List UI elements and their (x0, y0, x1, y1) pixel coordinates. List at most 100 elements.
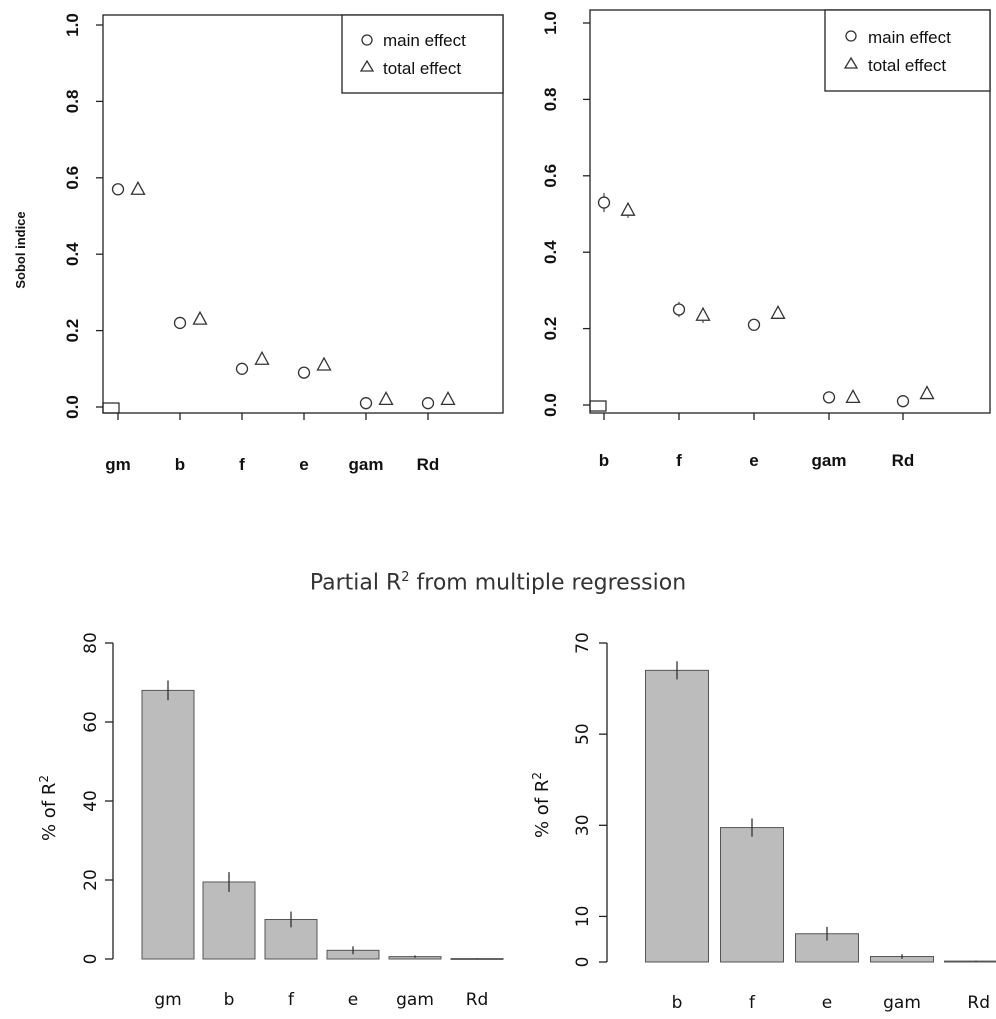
sobol-right-total-effect-point (770, 304, 786, 319)
sobol-left-category-label: f (239, 455, 245, 474)
sobol-left-legend-total: total effect (383, 59, 461, 78)
sobol-left-main-effect-point (111, 183, 125, 196)
r2-right-category-label: Rd (967, 993, 990, 1013)
regression-title-sup: 2 (401, 570, 410, 585)
r2-left-x-axis: gm b f e gam Rd (154, 990, 488, 1010)
regression-title-prefix: Partial R (309, 570, 402, 596)
r2-right-category-label: e (822, 993, 832, 1013)
r2-left-bar (202, 881, 256, 960)
sobol-left-panel: main effect total effect Sobol indice 0.… (13, 13, 504, 474)
sobol-right-category-label: e (749, 451, 758, 470)
sobol-left-y-axis: 0.0 0.2 0.4 0.6 0.8 1.0 (63, 13, 120, 419)
sobol-left-category-label: gm (105, 455, 131, 474)
r2-left-ylabel: % of R2 (37, 775, 60, 841)
r2-left-category-label: f (288, 990, 295, 1010)
sobol-left-main-effect-point (235, 362, 249, 375)
sobol-right-category-label: Rd (892, 451, 915, 470)
legend-circle-icon (361, 34, 373, 46)
sobol-left-ytick-label: 0.0 (63, 395, 82, 419)
sobol-right-legend: main effect total effect (824, 9, 991, 92)
sobol-right-ytick-label: 1.0 (541, 11, 560, 35)
sobol-right-ytick-label: 0.8 (541, 88, 560, 112)
sobol-left-marks (111, 180, 456, 410)
sobol-left-ytick-label: 0.6 (63, 166, 82, 190)
r2-left-panel: % of R2 0 20 40 60 80 gm b f e gam Rd (37, 632, 504, 1010)
r2-left-marks (141, 680, 504, 960)
sobol-left-legend: main effect total effect (341, 14, 504, 94)
r2-right-ylabel: % of R2 (530, 772, 553, 838)
r2-left-category-label: e (348, 990, 358, 1010)
r2-right-marks (645, 661, 996, 963)
r2-left-ytick-label: 60 (81, 711, 101, 733)
sobol-right-ytick-label: 0.4 (541, 240, 560, 264)
r2-right-bar (944, 960, 996, 963)
r2-right-category-label: b (672, 993, 683, 1013)
sobol-right-total-effect-point (695, 306, 711, 321)
sobol-right-category-label: gam (812, 451, 847, 470)
sobol-left-total-effect-point (130, 180, 146, 195)
sobol-left-main-effect-point (173, 316, 187, 330)
sobol-right-x-axis: b f e gam Rd (599, 413, 915, 470)
r2-right-bar (720, 827, 784, 963)
r2-right-ytick-label: 0 (573, 957, 593, 968)
r2-left-category-label: gam (396, 990, 434, 1010)
r2-left-ytick-label: 20 (81, 869, 101, 891)
sobol-right-marks (597, 192, 935, 408)
sobol-right-main-effect-point (672, 303, 686, 316)
sobol-left-category-label: e (299, 455, 308, 474)
sobol-left-category-label: gam (349, 455, 384, 474)
r2-left-y-axis: 0 20 40 60 80 (81, 632, 114, 965)
sobol-left-x-axis: gm b f e gam Rd (105, 413, 439, 474)
sobol-right-category-label: f (676, 451, 682, 470)
r2-left-category-label: gm (154, 990, 181, 1010)
sobol-right-legend-box (824, 9, 991, 92)
sobol-left-main-effect-point (297, 366, 311, 379)
sobol-right-plot-frame (589, 9, 991, 414)
sobol-left-ytick-label: 0.4 (63, 242, 82, 266)
r2-right-y-axis: 0 10 30 50 70 (573, 632, 608, 968)
sobol-right-ytick-label: 0.6 (541, 164, 560, 188)
r2-right-ylabel-sup: 2 (530, 772, 544, 780)
sobol-left-ytick-label: 1.0 (63, 13, 82, 37)
sobol-right-legend-total: total effect (868, 56, 946, 75)
r2-right-category-label: f (749, 993, 756, 1013)
sobol-left-category-label: Rd (417, 455, 440, 474)
sobol-left-plot-frame (102, 14, 504, 414)
sobol-left-total-effect-point (254, 350, 270, 365)
sobol-left-total-effect-point (378, 390, 394, 406)
legend-triangle-icon (843, 56, 859, 69)
r2-left-ytick-label: 0 (81, 954, 101, 965)
r2-right-ytick-label: 70 (573, 632, 593, 654)
sobol-right-ytick-label: 0.0 (541, 393, 560, 417)
sobol-right-main-effect-point (896, 395, 910, 408)
r2-left-ytick-label: 80 (81, 632, 101, 654)
legend-circle-icon (845, 30, 857, 42)
sobol-left-category-label: b (175, 455, 185, 474)
r2-right-x-axis: b f e gam Rd (672, 993, 990, 1013)
r2-right-ytick-label: 10 (573, 906, 593, 928)
sobol-left-legend-box (341, 14, 504, 94)
legend-triangle-icon (359, 59, 375, 72)
sobol-right-main-effect-point (747, 318, 761, 331)
sobol-right-main-effect-point (822, 391, 836, 404)
sobol-right-y-axis: 0.0 0.2 0.4 0.6 0.8 1.0 (541, 11, 607, 417)
sobol-right-total-effect-point (919, 385, 935, 400)
sobol-right-category-label: b (599, 451, 609, 470)
sobol-right-total-effect-point (845, 388, 861, 404)
r2-right-panel: % of R2 0 10 30 50 70 b f e gam Rd (530, 632, 996, 1013)
sobol-left-ytick-label: 0.8 (63, 90, 82, 114)
sobol-left-corner-box (102, 402, 120, 414)
r2-right-bar (645, 669, 709, 963)
sobol-right-ytick-label: 0.2 (541, 317, 560, 341)
r2-right-ytick-label: 30 (573, 814, 593, 836)
sobol-right-total-effect-point (620, 201, 636, 216)
sobol-right-main-effect-point (597, 196, 611, 209)
r2-right-ytick-label: 50 (573, 723, 593, 745)
sobol-left-legend-main: main effect (383, 31, 466, 50)
sobol-left-ylabel: Sobol indice (13, 211, 28, 288)
sobol-right-legend-main: main effect (868, 28, 951, 47)
sobol-left-main-effect-point (421, 397, 435, 410)
regression-title: Partial R2 from multiple regression (0, 570, 996, 595)
sobol-right-corner-box (589, 400, 607, 412)
